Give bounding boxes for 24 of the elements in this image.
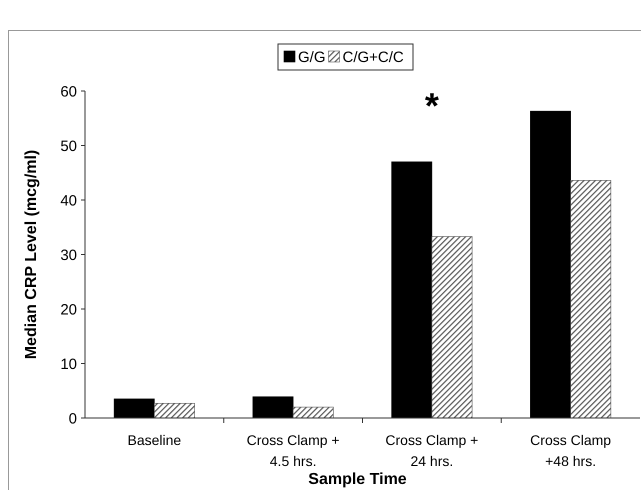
bar [114, 398, 155, 418]
bar [154, 402, 195, 418]
annotation: * [424, 85, 439, 126]
x-tick-label: Cross Clamp + 4.5 hrs. [246, 432, 340, 469]
bar [292, 406, 334, 418]
y-tick-label: 30 [60, 246, 77, 264]
legend-label: G/G [298, 49, 326, 66]
y-axis-title: Median CRP Level (mcg/ml) [23, 150, 40, 360]
y-tick-label: 40 [60, 192, 77, 210]
y-tick-label: 20 [60, 301, 77, 318]
y-tick-label: 0 [68, 410, 77, 428]
bar [570, 180, 612, 418]
y-tick-label: 60 [60, 83, 77, 100]
bar [432, 236, 472, 418]
bar [391, 162, 432, 418]
bar [530, 110, 571, 418]
bar [252, 396, 294, 418]
x-tick-label: Baseline [128, 432, 182, 448]
x-axis-title: Sample Time [308, 471, 407, 488]
y-tick-label: 50 [60, 138, 77, 155]
y-tick-label: 10 [60, 356, 77, 373]
x-tick-label: Cross Clamp +48 hrs. [530, 432, 612, 469]
x-tick-label: Cross Clamp + 24 hrs. [385, 432, 478, 469]
legend-label: C/G+C/C [342, 49, 404, 66]
